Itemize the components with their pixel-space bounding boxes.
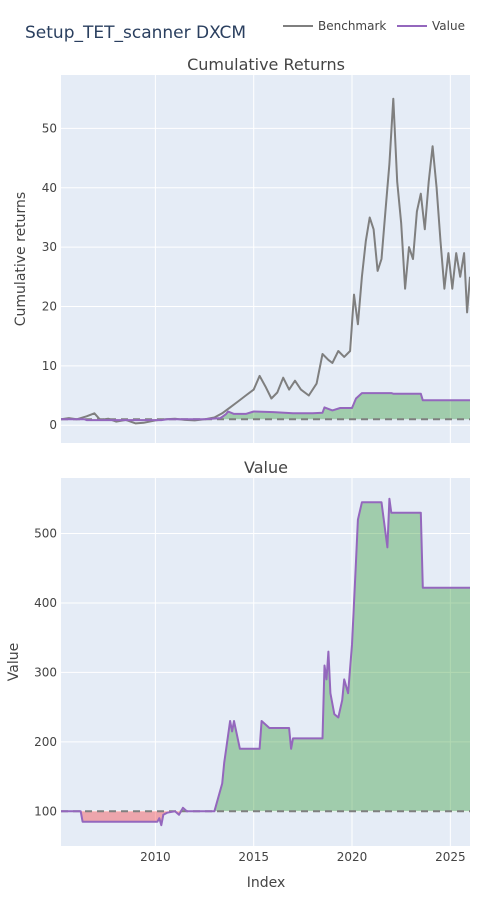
legend[interactable]: Benchmark Value <box>283 19 465 33</box>
y-tick-label: 100 <box>34 804 57 818</box>
y-tick-label: 200 <box>34 735 57 749</box>
y-tick-label: 300 <box>34 665 57 679</box>
chart-title: Setup_TET_scanner DXCM <box>25 23 246 43</box>
y-tick-label: 20 <box>42 299 57 313</box>
gain-fill-area <box>61 498 470 812</box>
gain-fill-area <box>61 393 470 420</box>
x-tick-label: 2015 <box>238 850 269 864</box>
legend-label-benchmark[interactable]: Benchmark <box>318 19 386 33</box>
x-axis-title: Index <box>247 875 286 891</box>
y-tick-label: 400 <box>34 596 57 610</box>
y-axis-title-cumulative-returns: Cumulative returns <box>13 192 29 326</box>
series-line-value[interactable] <box>61 497 470 827</box>
subplot-title-value: Value <box>244 458 288 477</box>
y-tick-label: 0 <box>49 418 57 432</box>
x-tick-label: 2025 <box>435 850 466 864</box>
subplot-title-cumulative-returns: Cumulative Returns <box>187 55 345 74</box>
y-tick-label: 40 <box>42 181 57 195</box>
plot-background <box>61 478 470 846</box>
x-tick-label: 2020 <box>337 850 368 864</box>
y-tick-label: 10 <box>42 359 57 373</box>
y-tick-label: 500 <box>34 527 57 541</box>
plot-cumulative-returns[interactable]: 0 10 20 30 40 50 <box>42 75 470 443</box>
legend-label-value[interactable]: Value <box>432 19 465 33</box>
y-tick-label: 50 <box>42 121 57 135</box>
x-tick-label: 2010 <box>140 850 171 864</box>
plot-background <box>61 75 470 443</box>
series-line-value[interactable] <box>61 392 470 422</box>
plot-value[interactable]: 100 200 300 400 500 2010 2015 2020 2025 <box>34 478 470 864</box>
y-tick-label: 30 <box>42 240 57 254</box>
y-axis-title-value: Value <box>6 643 22 681</box>
